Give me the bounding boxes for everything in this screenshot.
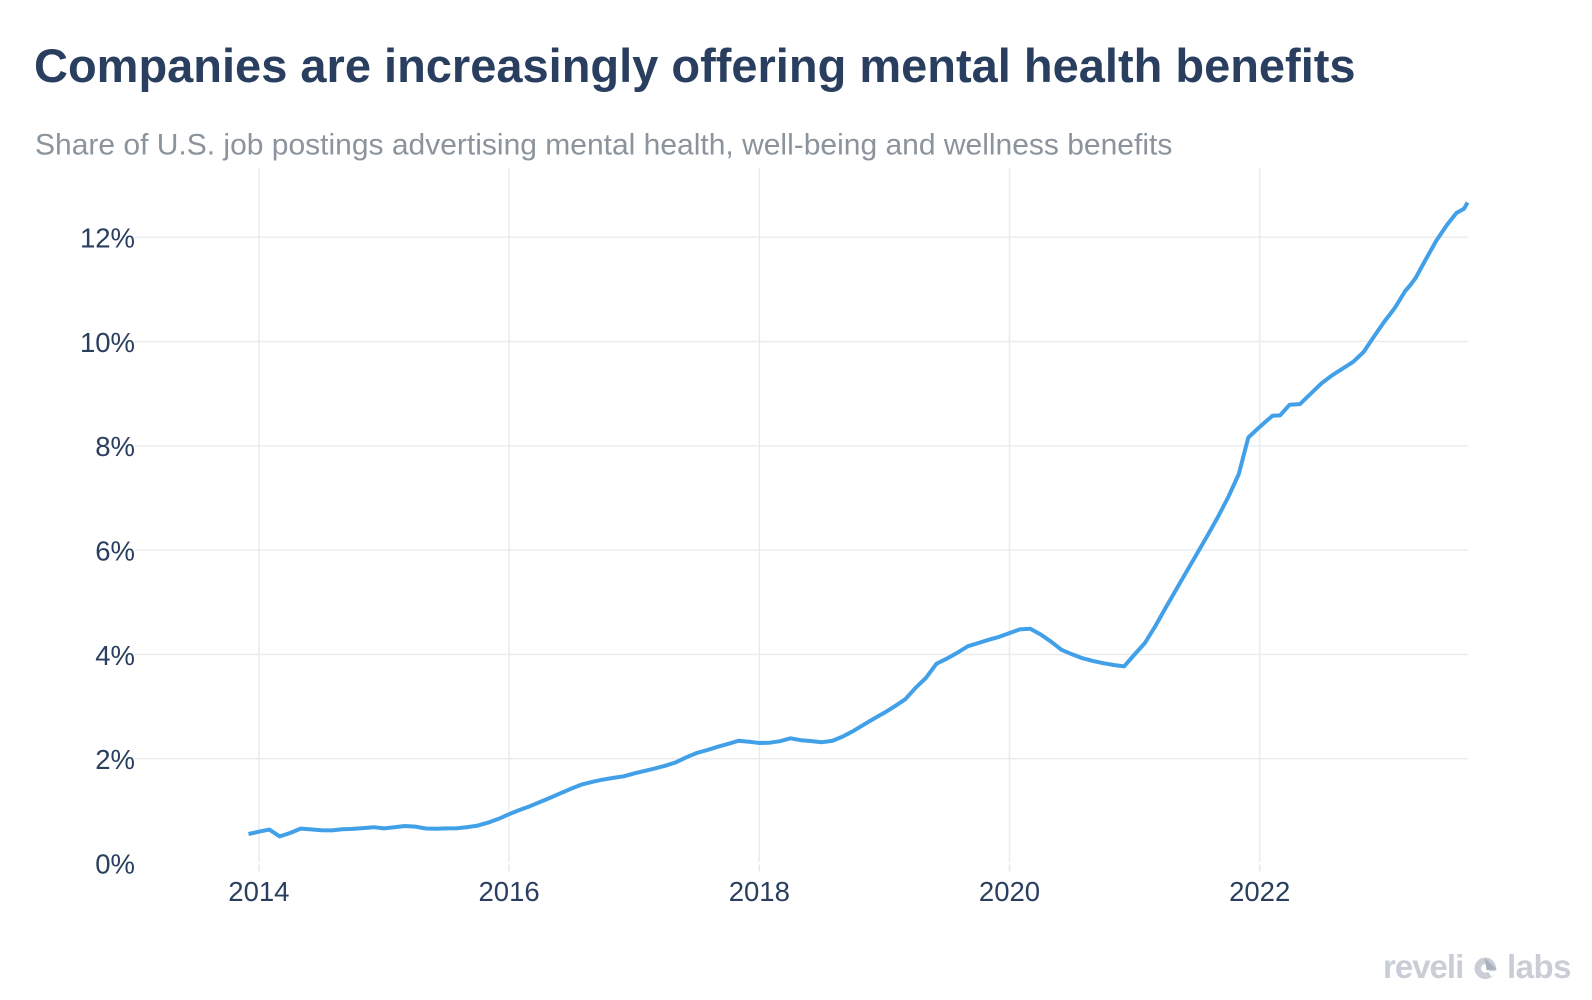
svg-text:2018: 2018: [729, 876, 790, 907]
svg-text:2016: 2016: [479, 876, 540, 907]
svg-text:Share of U.S. job postings adv: Share of U.S. job postings advertising m…: [35, 129, 1172, 162]
svg-text:2020: 2020: [979, 876, 1040, 907]
svg-text:2014: 2014: [228, 876, 289, 907]
svg-text:12%: 12%: [80, 223, 135, 254]
svg-text:4%: 4%: [95, 640, 135, 671]
svg-text:0%: 0%: [95, 848, 135, 879]
svg-text:2%: 2%: [95, 744, 135, 775]
svg-text:6%: 6%: [95, 536, 135, 567]
svg-text:Companies are increasingly off: Companies are increasingly offering ment…: [34, 39, 1356, 92]
svg-text:labs: labs: [1507, 948, 1571, 985]
svg-text:8%: 8%: [95, 431, 135, 462]
svg-text:2022: 2022: [1229, 876, 1290, 907]
svg-text:reveli: reveli: [1383, 948, 1463, 985]
svg-text:10%: 10%: [80, 327, 135, 358]
